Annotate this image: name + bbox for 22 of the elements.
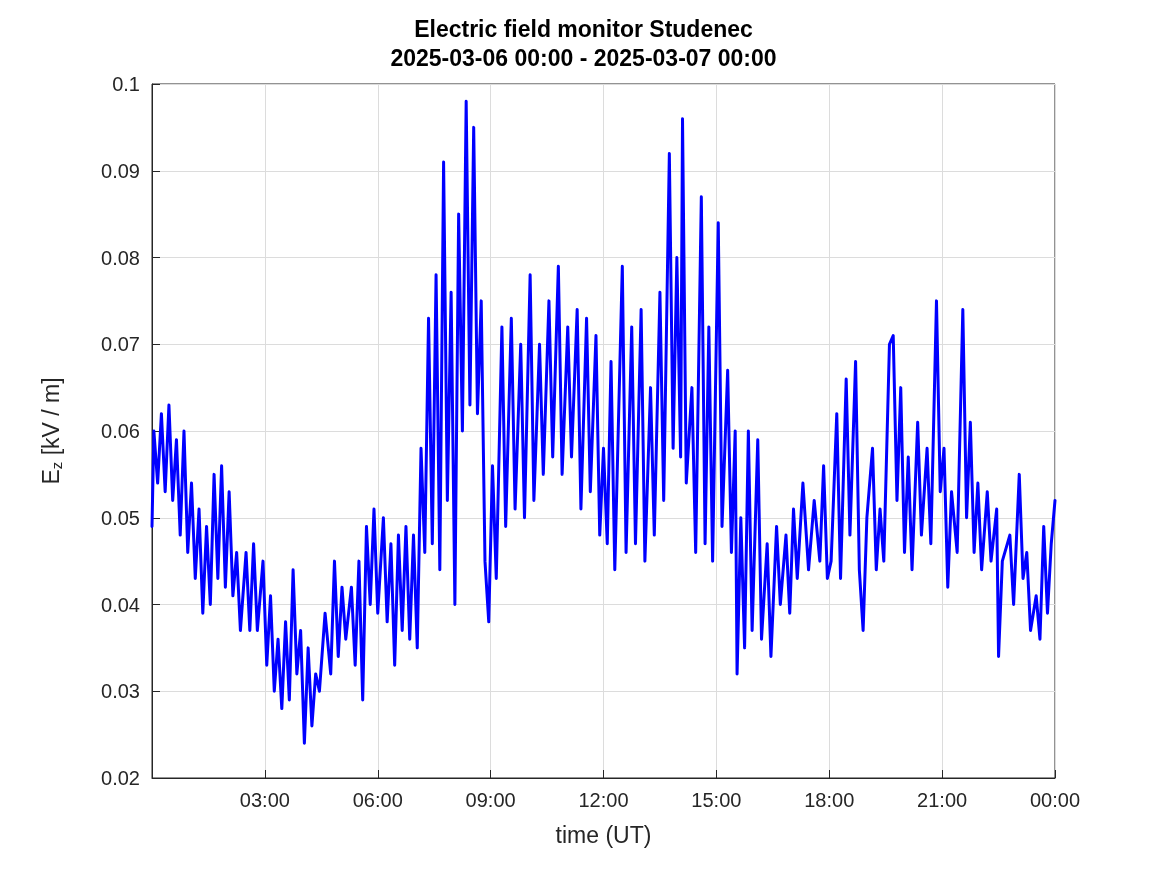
y-tick-label: 0.09 (101, 159, 140, 182)
y-tick-label: 0.02 (101, 767, 140, 789)
x-tick-label: 09:00 (465, 789, 516, 811)
y-axis-title: Ez [kV / m] (37, 377, 65, 485)
x-axis-title: time (UT) (555, 821, 652, 848)
chart-title: Electric field monitor Studenec (414, 15, 754, 42)
x-tick-label: 06:00 (352, 789, 403, 811)
y-tick-label: 0.05 (101, 506, 140, 529)
y-tick-label: 0.07 (101, 333, 140, 356)
y-tick-label: 0.06 (101, 420, 140, 442)
x-tick-label: 12:00 (578, 789, 629, 811)
y-tick-label: 0.04 (101, 593, 140, 616)
x-tick-label: 15:00 (691, 789, 742, 811)
x-tick-label: 21:00 (917, 789, 968, 811)
x-tick-label: 18:00 (804, 789, 855, 811)
y-tick-label: 0.08 (101, 246, 140, 269)
y-tick-label: 0.03 (101, 680, 140, 703)
x-tick-label: 00:00 (1029, 789, 1081, 811)
chart-subtitle: 2025-03-06 00:00 - 2025-03-07 00:00 (390, 44, 777, 71)
x-tick-label: 03:00 (239, 789, 290, 811)
y-tick-label: 0.1 (112, 73, 140, 95)
line-series (150, 99, 1057, 745)
